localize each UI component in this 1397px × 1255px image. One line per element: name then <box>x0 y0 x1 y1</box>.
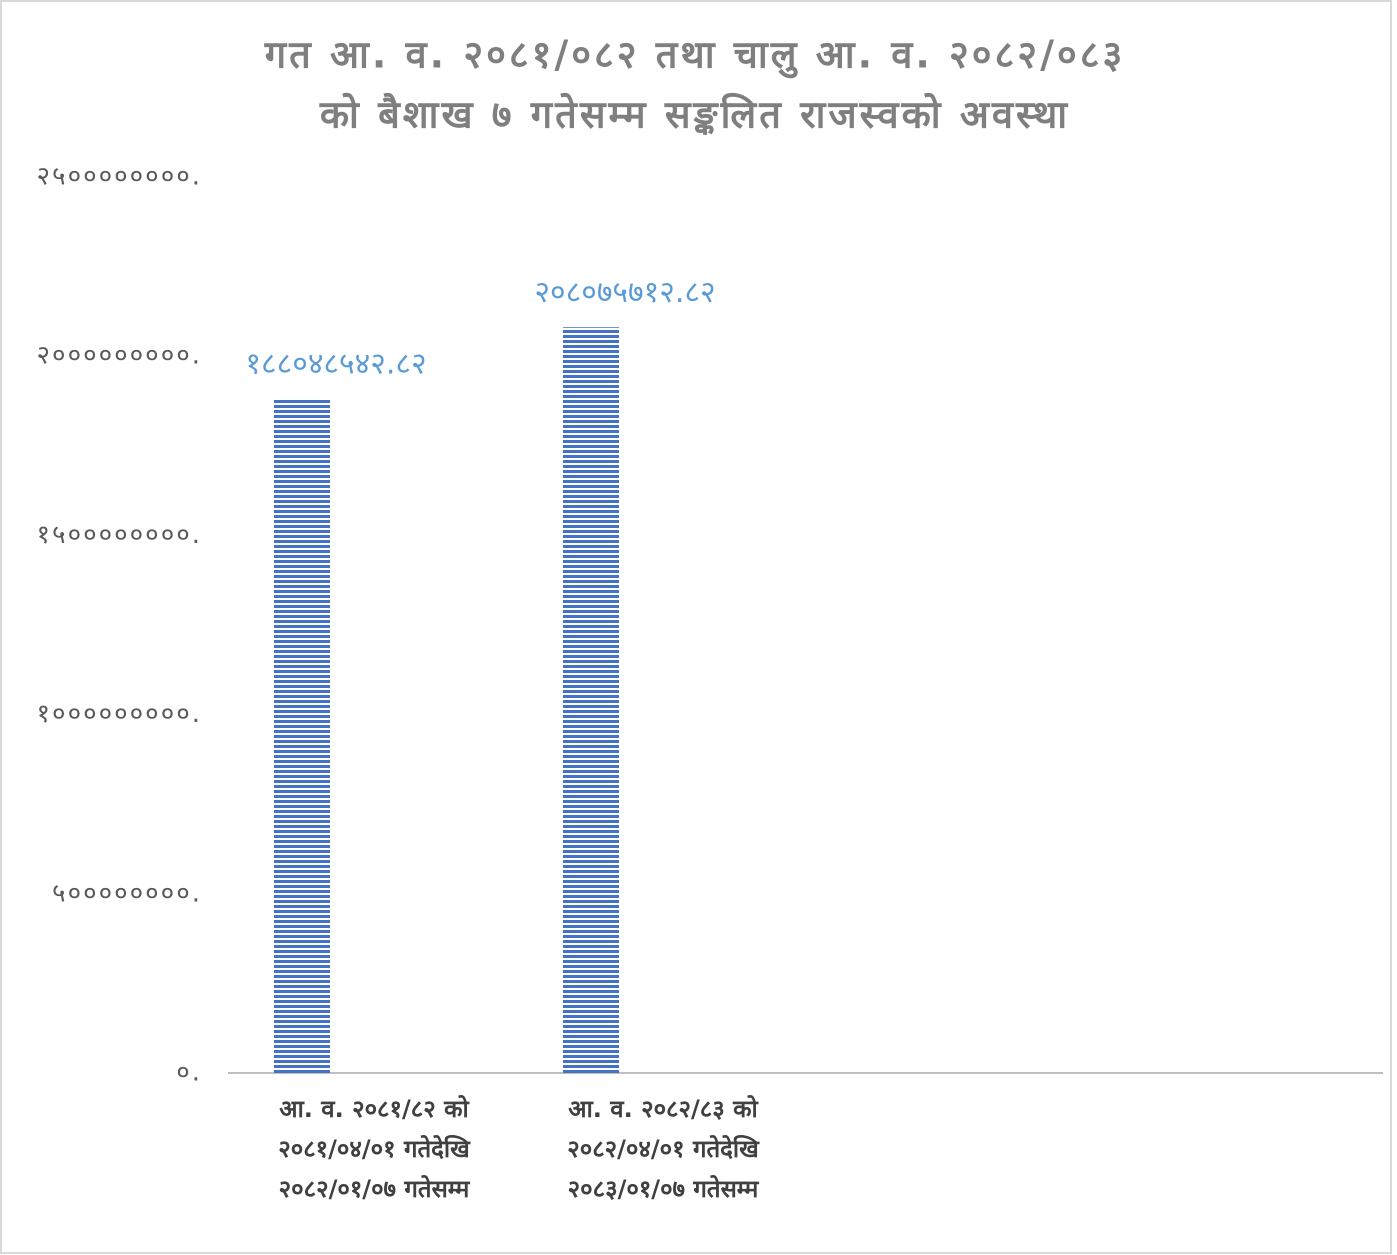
x-tick-label: २०८२/०१/०७ गतेसम्म <box>279 1175 471 1203</box>
x-tick-label: २०८२/०४/०१ गतेदेखि <box>567 1135 760 1163</box>
x-tick-label: आ. व. २०८२/८३ को <box>568 1095 758 1123</box>
bar <box>563 327 619 1073</box>
y-tick-label: २०००००००००. <box>37 341 202 371</box>
x-tick-label: २०८१/०४/०१ गतेदेखि <box>278 1135 471 1163</box>
bar <box>274 399 330 1073</box>
x-tick-label: २०८३/०१/०७ गतेसम्म <box>568 1175 760 1203</box>
y-tick-label: ५००००००००. <box>52 878 202 908</box>
y-tick-label: १५००००००००. <box>37 520 202 550</box>
chart-title: को बैशाख ७ गतेसम्म सङ्कलित राजस्वको अवस्… <box>319 93 1070 137</box>
y-tick-label: ०. <box>176 1058 202 1088</box>
value-label: २०८०७५७१२.८२ <box>534 275 715 310</box>
x-tick-label: आ. व. २०८१/८२ को <box>279 1095 469 1123</box>
y-tick-label: २५००००००००. <box>37 162 202 192</box>
chart-title: गत आ. व. २०८१/०८२ तथा चालु आ. व. २०८२/०८… <box>264 33 1125 79</box>
value-label: १८८०४८५४२.८२ <box>245 347 426 382</box>
y-tick-label: १०००००००००. <box>37 699 202 729</box>
